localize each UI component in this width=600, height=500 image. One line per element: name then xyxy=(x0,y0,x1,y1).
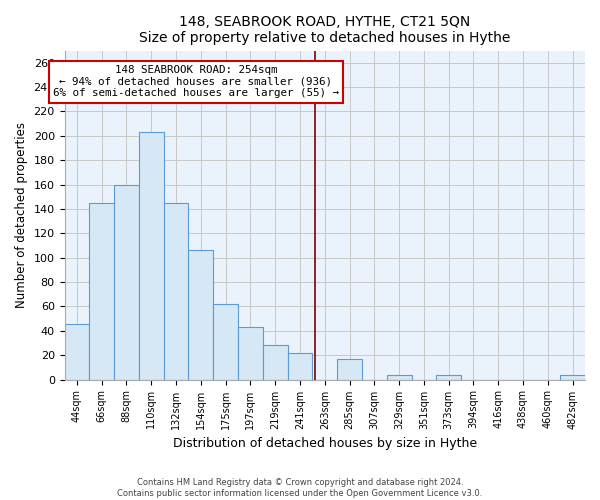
Title: 148, SEABROOK ROAD, HYTHE, CT21 5QN
Size of property relative to detached houses: 148, SEABROOK ROAD, HYTHE, CT21 5QN Size… xyxy=(139,15,511,45)
Bar xyxy=(436,374,461,380)
Bar xyxy=(114,184,139,380)
Bar xyxy=(188,250,213,380)
Bar xyxy=(287,353,313,380)
Bar xyxy=(337,359,362,380)
Bar xyxy=(65,324,89,380)
Bar xyxy=(238,327,263,380)
X-axis label: Distribution of detached houses by size in Hythe: Distribution of detached houses by size … xyxy=(173,437,477,450)
Bar xyxy=(560,374,585,380)
Y-axis label: Number of detached properties: Number of detached properties xyxy=(15,122,28,308)
Text: Contains HM Land Registry data © Crown copyright and database right 2024.
Contai: Contains HM Land Registry data © Crown c… xyxy=(118,478,482,498)
Bar xyxy=(139,132,164,380)
Bar xyxy=(387,374,412,380)
Bar xyxy=(213,304,238,380)
Bar xyxy=(263,346,287,380)
Bar xyxy=(164,203,188,380)
Bar xyxy=(89,203,114,380)
Text: 148 SEABROOK ROAD: 254sqm
← 94% of detached houses are smaller (936)
6% of semi-: 148 SEABROOK ROAD: 254sqm ← 94% of detac… xyxy=(53,65,339,98)
